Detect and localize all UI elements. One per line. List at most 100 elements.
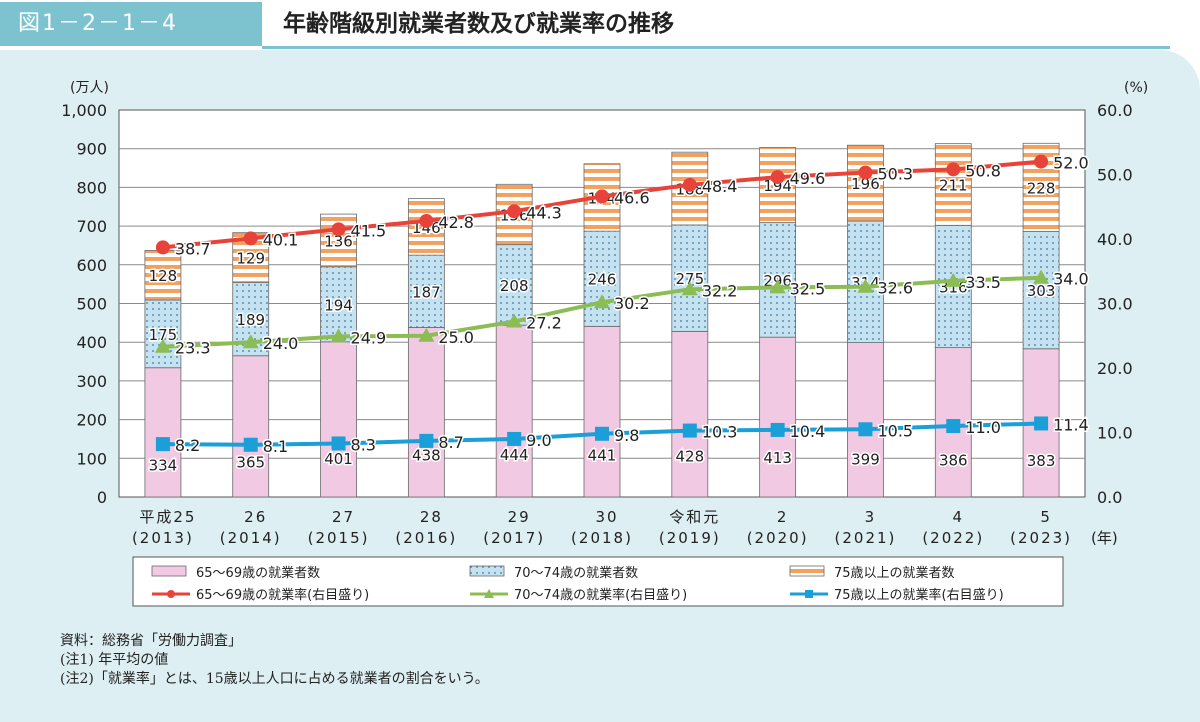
bar-70-74-label: 189 <box>236 311 265 329</box>
bar-75-plus <box>934 143 972 226</box>
line-75-plus-marker <box>682 423 697 438</box>
bar-70-74-label: 194 <box>324 296 353 314</box>
bar-75-plus-label: 211 <box>939 176 968 194</box>
line-75-plus-marker <box>595 426 609 441</box>
bar-75-plus <box>759 147 797 224</box>
note-2: (注2)「就業率」とは、15歳以上人口に占める就業者の割合をいう。 <box>60 671 489 687</box>
line-65-69-label: 40.1 <box>263 230 299 249</box>
note-source: 資料：総務省「労働力調査」 <box>60 633 242 649</box>
line-75-plus-label: 9.8 <box>614 426 639 445</box>
bar-65-69 <box>759 336 797 498</box>
bar-65-69 <box>407 327 445 498</box>
bar-65-69-label: 386 <box>939 452 968 470</box>
bar-65-69 <box>495 324 533 498</box>
bar-65-69 <box>583 325 621 498</box>
y-right-tick-label: 10.0 <box>1097 424 1133 443</box>
line-70-74-marker <box>681 281 698 296</box>
line-75-plus-marker <box>155 437 170 452</box>
line-65-69-marker <box>155 240 170 255</box>
x-tick-label: 3 <box>865 508 877 526</box>
bar-70-74 <box>671 224 709 332</box>
x-tick-label: 28 <box>420 508 443 526</box>
bar-65-69-label: 383 <box>1027 452 1056 470</box>
y-left-tick-label: 600 <box>76 256 107 275</box>
line-75-plus-marker <box>858 422 873 437</box>
line-75-plus-label: 10.4 <box>790 422 826 441</box>
line-70-74-marker <box>769 279 786 294</box>
line-70-74-marker <box>857 278 874 293</box>
line-70-74-label: 32.2 <box>702 281 738 300</box>
bar-70-74 <box>407 254 445 328</box>
x-tick-label-year: (2022) <box>922 529 984 547</box>
y-left-tick-label: 900 <box>76 140 107 159</box>
line-75-plus-label: 10.3 <box>702 423 738 442</box>
x-tick-label-year: (2021) <box>835 529 897 547</box>
legend: 65～69歳の就業者数 70～74歳の就業者数 75歳以上の就業者数 65～69歳の就… <box>132 556 1064 607</box>
legend-marker-line-70-74 <box>484 589 494 598</box>
bar-75-plus-label: 228 <box>1027 179 1056 197</box>
x-tick-label: 令和元 <box>669 508 720 526</box>
line-65-69-label: 52.0 <box>1053 154 1089 173</box>
x-tick-label-year: (2015) <box>308 529 370 547</box>
line-65-69-marker <box>507 204 522 219</box>
line-65-69-marker <box>858 165 873 180</box>
x-tick-label-year: (2014) <box>220 529 282 547</box>
line-70-74-marker <box>1033 269 1050 284</box>
line-65-69-marker <box>946 162 961 177</box>
line-70-74-label: 27.2 <box>526 314 562 333</box>
bar-65-69-label: 401 <box>324 450 353 468</box>
y-left-tick-label: 300 <box>76 372 107 391</box>
line-70-74-marker <box>506 313 523 328</box>
line-75-plus-label: 8.1 <box>263 437 288 456</box>
legend-label-line-65-69: 65～69歳の就業率(右目盛り) <box>196 587 369 603</box>
axes: 0 100 200 300 400 500 600 700 800 900 1,000 0.0 10.0… <box>61 80 1148 547</box>
x-tick-label-year: (2013) <box>132 529 194 547</box>
x-tick-label-year: (2019) <box>659 529 721 547</box>
line-70-74-marker <box>330 328 347 343</box>
y-left-tick-label: 100 <box>76 449 107 468</box>
line-70-74-marker <box>945 272 962 287</box>
x-tick-label-year: (2020) <box>747 529 809 547</box>
y-left-tick-label: 500 <box>76 295 107 314</box>
y-left-tick-label: 0 <box>97 488 107 507</box>
line-65-69-marker <box>1034 154 1049 169</box>
x-tick-label: 30 <box>595 508 618 526</box>
line-75-plus-label: 11.4 <box>1053 415 1089 434</box>
line-75-plus-marker <box>770 422 785 437</box>
x-tick-label: 4 <box>952 508 964 526</box>
line-70-74-label: 23.3 <box>175 339 211 358</box>
y-right-tick-label: 40.0 <box>1097 230 1133 249</box>
line-65-69-label: 42.8 <box>438 213 474 232</box>
bar-65-69 <box>847 342 884 498</box>
bar-65-69 <box>144 367 182 498</box>
bar-70-74-label: 275 <box>675 270 704 288</box>
x-tick-label: 26 <box>244 508 267 526</box>
line-75-plus-marker <box>1034 416 1049 431</box>
bar-65-69-label: 399 <box>851 450 880 468</box>
bar-70-74-label: 208 <box>500 277 529 295</box>
line-75-plus-label: 8.2 <box>175 436 200 455</box>
line-75-plus-label: 8.7 <box>438 433 463 452</box>
line-70-74-label: 34.0 <box>1053 270 1089 289</box>
line-65-69-label: 46.6 <box>614 188 650 207</box>
bar-70-74 <box>583 230 621 327</box>
bar-70-74-label: 175 <box>149 326 178 344</box>
x-tick-label-year: (2018) <box>571 529 633 547</box>
legend-label-line-70-74: 70～74歳の就業率(右目盛り) <box>514 587 687 603</box>
x-tick-label: 2 <box>777 508 789 526</box>
legend-swatch-bar-70-74 <box>469 565 505 577</box>
y-right-tick-label: 60.0 <box>1097 101 1133 120</box>
line-75-plus-label: 8.3 <box>351 435 376 454</box>
x-tick-label: 27 <box>332 508 355 526</box>
line-65-69-marker <box>682 177 697 192</box>
bar-65-69-label: 334 <box>149 457 178 475</box>
line-65-69-marker <box>770 170 785 185</box>
y-right-axis-label: (%) <box>1124 80 1148 96</box>
line-65-69-label: 38.7 <box>175 239 211 258</box>
x-axis-unit: (年) <box>1091 529 1118 547</box>
line-75-plus-marker <box>243 437 258 452</box>
bar-75-plus <box>847 144 884 222</box>
line-70-74-label: 30.2 <box>614 294 650 313</box>
bar-65-69-label: 441 <box>588 446 617 464</box>
